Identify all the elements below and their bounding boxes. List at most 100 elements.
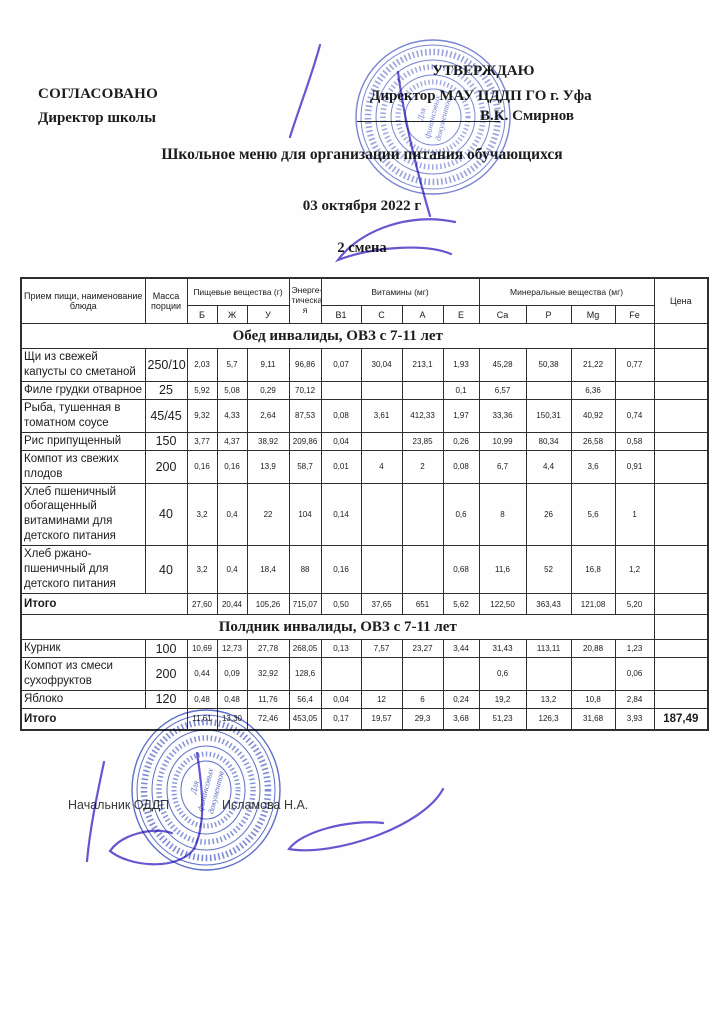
value-cell: 96,86: [288, 348, 322, 382]
mass-cell: 200: [144, 449, 188, 484]
section-title-row: Полдник инвалиды, ОВЗ с 7-11 лет: [20, 614, 709, 641]
mass-cell: 150: [144, 431, 188, 451]
value-cell: 5,7: [216, 348, 248, 382]
col-header-fat: Ж: [216, 305, 248, 324]
value-cell: [570, 657, 616, 691]
value-cell: 0,16: [320, 545, 362, 595]
value-cell: 20,88: [570, 639, 616, 658]
total-price-cell: [653, 593, 709, 616]
total-value-cell: 651: [401, 593, 444, 616]
value-cell: 209,86: [288, 431, 322, 451]
value-cell: 2,64: [246, 398, 290, 433]
agreed-subtitle: Директор школы: [38, 110, 156, 126]
value-cell: 3,6: [570, 449, 616, 484]
value-cell: 13,2: [525, 689, 572, 709]
menu-table-body: Обед инвалиды, ОВЗ с 7-11 лет Щи из свеже…: [20, 323, 709, 731]
col-group-minerals: Минеральные вещества (мг): [478, 277, 655, 306]
total-value-cell: 363,43: [525, 593, 572, 616]
value-cell: 22: [246, 482, 290, 547]
dish-row: Компот из смеси сухофруктов 200 0,44 0,09 32…: [20, 657, 709, 691]
col-group-nutrients: Пищевые вещества (г): [186, 277, 290, 306]
value-cell: [442, 657, 480, 691]
value-cell: 0,08: [442, 449, 480, 484]
value-cell: [360, 431, 403, 451]
value-cell: 213,1: [401, 348, 444, 382]
mass-cell: 25: [144, 380, 188, 400]
value-cell: 0,24: [442, 689, 480, 709]
dish-name-cell: Рис припущенный: [20, 431, 146, 451]
value-cell: 104: [288, 482, 322, 547]
approved-name: В.К. Смирнов: [480, 108, 575, 124]
value-cell: 5,6: [570, 482, 616, 547]
value-cell: 19,2: [478, 689, 527, 709]
total-value-cell: 0,17: [320, 707, 362, 731]
value-cell: [525, 380, 572, 400]
dish-name-cell: Рыба, тушенная в томатном соусе: [20, 398, 146, 433]
value-cell: [320, 657, 362, 691]
value-cell: [320, 380, 362, 400]
value-cell: 0,6: [478, 657, 527, 691]
value-cell: 0,6: [442, 482, 480, 547]
price-cell: [653, 657, 709, 691]
dish-row: Яблоко 120 0,48 0,48 11,76 56,4 0,04 12 6 0,24 19,…: [20, 689, 709, 709]
value-cell: 0,29: [246, 380, 290, 400]
value-cell: 11,6: [478, 545, 527, 595]
col-header-e: E: [442, 305, 480, 324]
value-cell: 80,34: [525, 431, 572, 451]
value-cell: 7,57: [360, 639, 403, 658]
dish-row: Филе грудки отварное 25 5,92 5,08 0,29 70,12 0…: [20, 380, 709, 400]
value-cell: 2,03: [186, 348, 218, 382]
value-cell: 1,93: [442, 348, 480, 382]
price-cell: [653, 431, 709, 451]
value-cell: 30,04: [360, 348, 403, 382]
col-header-carbs: У: [246, 305, 290, 324]
dish-name-cell: Компот из свежих плодов: [20, 449, 146, 484]
total-value-cell: 122,50: [478, 593, 527, 616]
document-title: Школьное меню для организации питания об…: [161, 146, 563, 163]
value-cell: [360, 380, 403, 400]
dish-row: Щи из свежей капусты со сметаной 250/10 2,…: [20, 348, 709, 382]
value-cell: 11,76: [246, 689, 290, 709]
value-cell: 6,36: [570, 380, 616, 400]
signature-stroke-bottom-swirl: [287, 787, 445, 852]
section-price-cell: [653, 323, 709, 349]
round-stamp-bottom: Для финансовых документов: [131, 709, 281, 871]
mass-cell: 200: [144, 657, 188, 691]
value-cell: 23,85: [401, 431, 444, 451]
approved-label: УТВЕРЖДАЮ: [432, 63, 535, 79]
total-value-cell: 105,26: [246, 593, 290, 616]
total-value-cell: 3,93: [614, 707, 655, 731]
dish-row: Хлеб ржано-пшеничный для детского питани…: [20, 545, 709, 595]
col-header-c: C: [360, 305, 403, 324]
dish-name-cell: Курник: [20, 639, 146, 658]
value-cell: 6: [401, 689, 444, 709]
value-cell: 0,07: [320, 348, 362, 382]
price-cell: [653, 380, 709, 400]
dish-row: Хлеб пшеничный обогащенный витаминами дл…: [20, 482, 709, 547]
price-cell: [653, 482, 709, 547]
value-cell: 0,4: [216, 545, 248, 595]
value-cell: 0,58: [614, 431, 655, 451]
value-cell: 18,4: [246, 545, 290, 595]
value-cell: 0,08: [320, 398, 362, 433]
value-cell: 0,09: [216, 657, 248, 691]
value-cell: 27,78: [246, 639, 290, 658]
value-cell: 5,92: [186, 380, 218, 400]
total-label: Итого: [20, 707, 188, 731]
value-cell: 0,16: [186, 449, 218, 484]
value-cell: 8: [478, 482, 527, 547]
value-cell: 0,16: [216, 449, 248, 484]
value-cell: 0,04: [320, 431, 362, 451]
col-group-vitamins: Витамины (мг): [320, 277, 480, 306]
value-cell: 128,6: [288, 657, 322, 691]
total-value-cell: 27,60: [186, 593, 218, 616]
value-cell: 113,11: [525, 639, 572, 658]
col-header-ca: Ca: [478, 305, 527, 324]
value-cell: 0,26: [442, 431, 480, 451]
document-date: 03 октября 2022 г: [302, 198, 422, 214]
mass-cell: 250/10: [144, 348, 188, 382]
value-cell: 4,33: [216, 398, 248, 433]
col-header-fe: Fe: [614, 305, 655, 324]
col-header-a: A: [401, 305, 444, 324]
value-cell: 45,28: [478, 348, 527, 382]
